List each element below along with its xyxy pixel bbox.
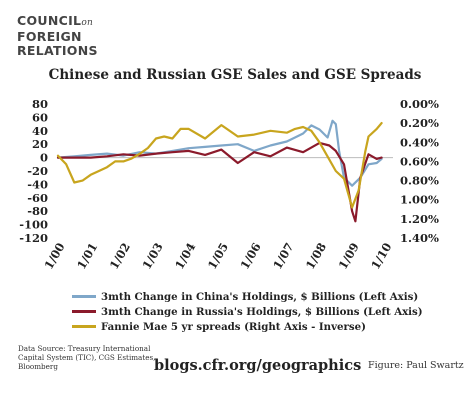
- legend-label: 3mth Change in China's Holdings, $ Billi…: [101, 291, 418, 303]
- y-right-tick-label: 0.80%: [400, 174, 439, 188]
- y-left-tick-label: 40: [32, 124, 48, 138]
- y-left-tick-label: -40: [27, 177, 48, 191]
- fannie-mae-spread-line: [56, 121, 383, 209]
- x-tick-label: 1/04: [172, 240, 198, 271]
- y-left-tick-label: 60: [32, 110, 48, 124]
- x-tick-label: 1/10: [368, 240, 394, 271]
- x-tick-label: 1/02: [107, 240, 133, 271]
- chart-title: Chinese and Russian GSE Sales and GSE Sp…: [48, 67, 422, 83]
- x-tick-label: 1/01: [74, 240, 100, 271]
- y-right-tick-label: 1.40%: [400, 231, 439, 245]
- y-right-tick-label: 0.60%: [400, 154, 439, 168]
- russia-holdings-line: [56, 141, 383, 223]
- y-left-tick-label: -120: [19, 231, 48, 245]
- x-tick-label: 1/05: [205, 240, 231, 271]
- y-right-tick-label: 1.20%: [400, 212, 439, 226]
- y-right-tick-label: 1.00%: [400, 193, 439, 207]
- figure-credit: Figure: Paul Swartz: [368, 360, 464, 371]
- x-tick-label: 1/06: [238, 240, 264, 271]
- y-left-tick-label: -60: [27, 191, 48, 205]
- y-left-tick-label: 80: [32, 97, 48, 111]
- y-right-tick-label: 0.40%: [400, 135, 439, 149]
- y-right-tick-label: 0.20%: [400, 116, 439, 130]
- y-left-tick-label: -100: [19, 218, 48, 232]
- cfr-logo: COUNCILon FOREIGN RELATIONS: [17, 13, 98, 58]
- x-tick-label: 1/03: [139, 240, 165, 271]
- y-left-tick-label: 0: [40, 151, 48, 165]
- data-source-note: Data Source: Treasury International Capi…: [18, 344, 156, 371]
- x-tick-label: 1/09: [336, 240, 362, 271]
- x-tick-label: 1/07: [270, 240, 296, 271]
- blog-url[interactable]: blogs.cfr.org/geographics: [154, 357, 362, 374]
- china-holdings-line: [56, 119, 383, 187]
- x-tick-label: 1/08: [303, 240, 329, 271]
- y-right-tick-label: 0.00%: [400, 97, 439, 111]
- y-left-tick-label: -80: [27, 204, 48, 218]
- legend-label: Fannie Mae 5 yr spreads (Right Axis - In…: [101, 321, 366, 333]
- y-left-tick-label: 20: [32, 137, 48, 151]
- y-left-tick-label: -20: [27, 164, 48, 178]
- legend-label: 3mth Change in Russia's Holdings, $ Bill…: [101, 306, 423, 318]
